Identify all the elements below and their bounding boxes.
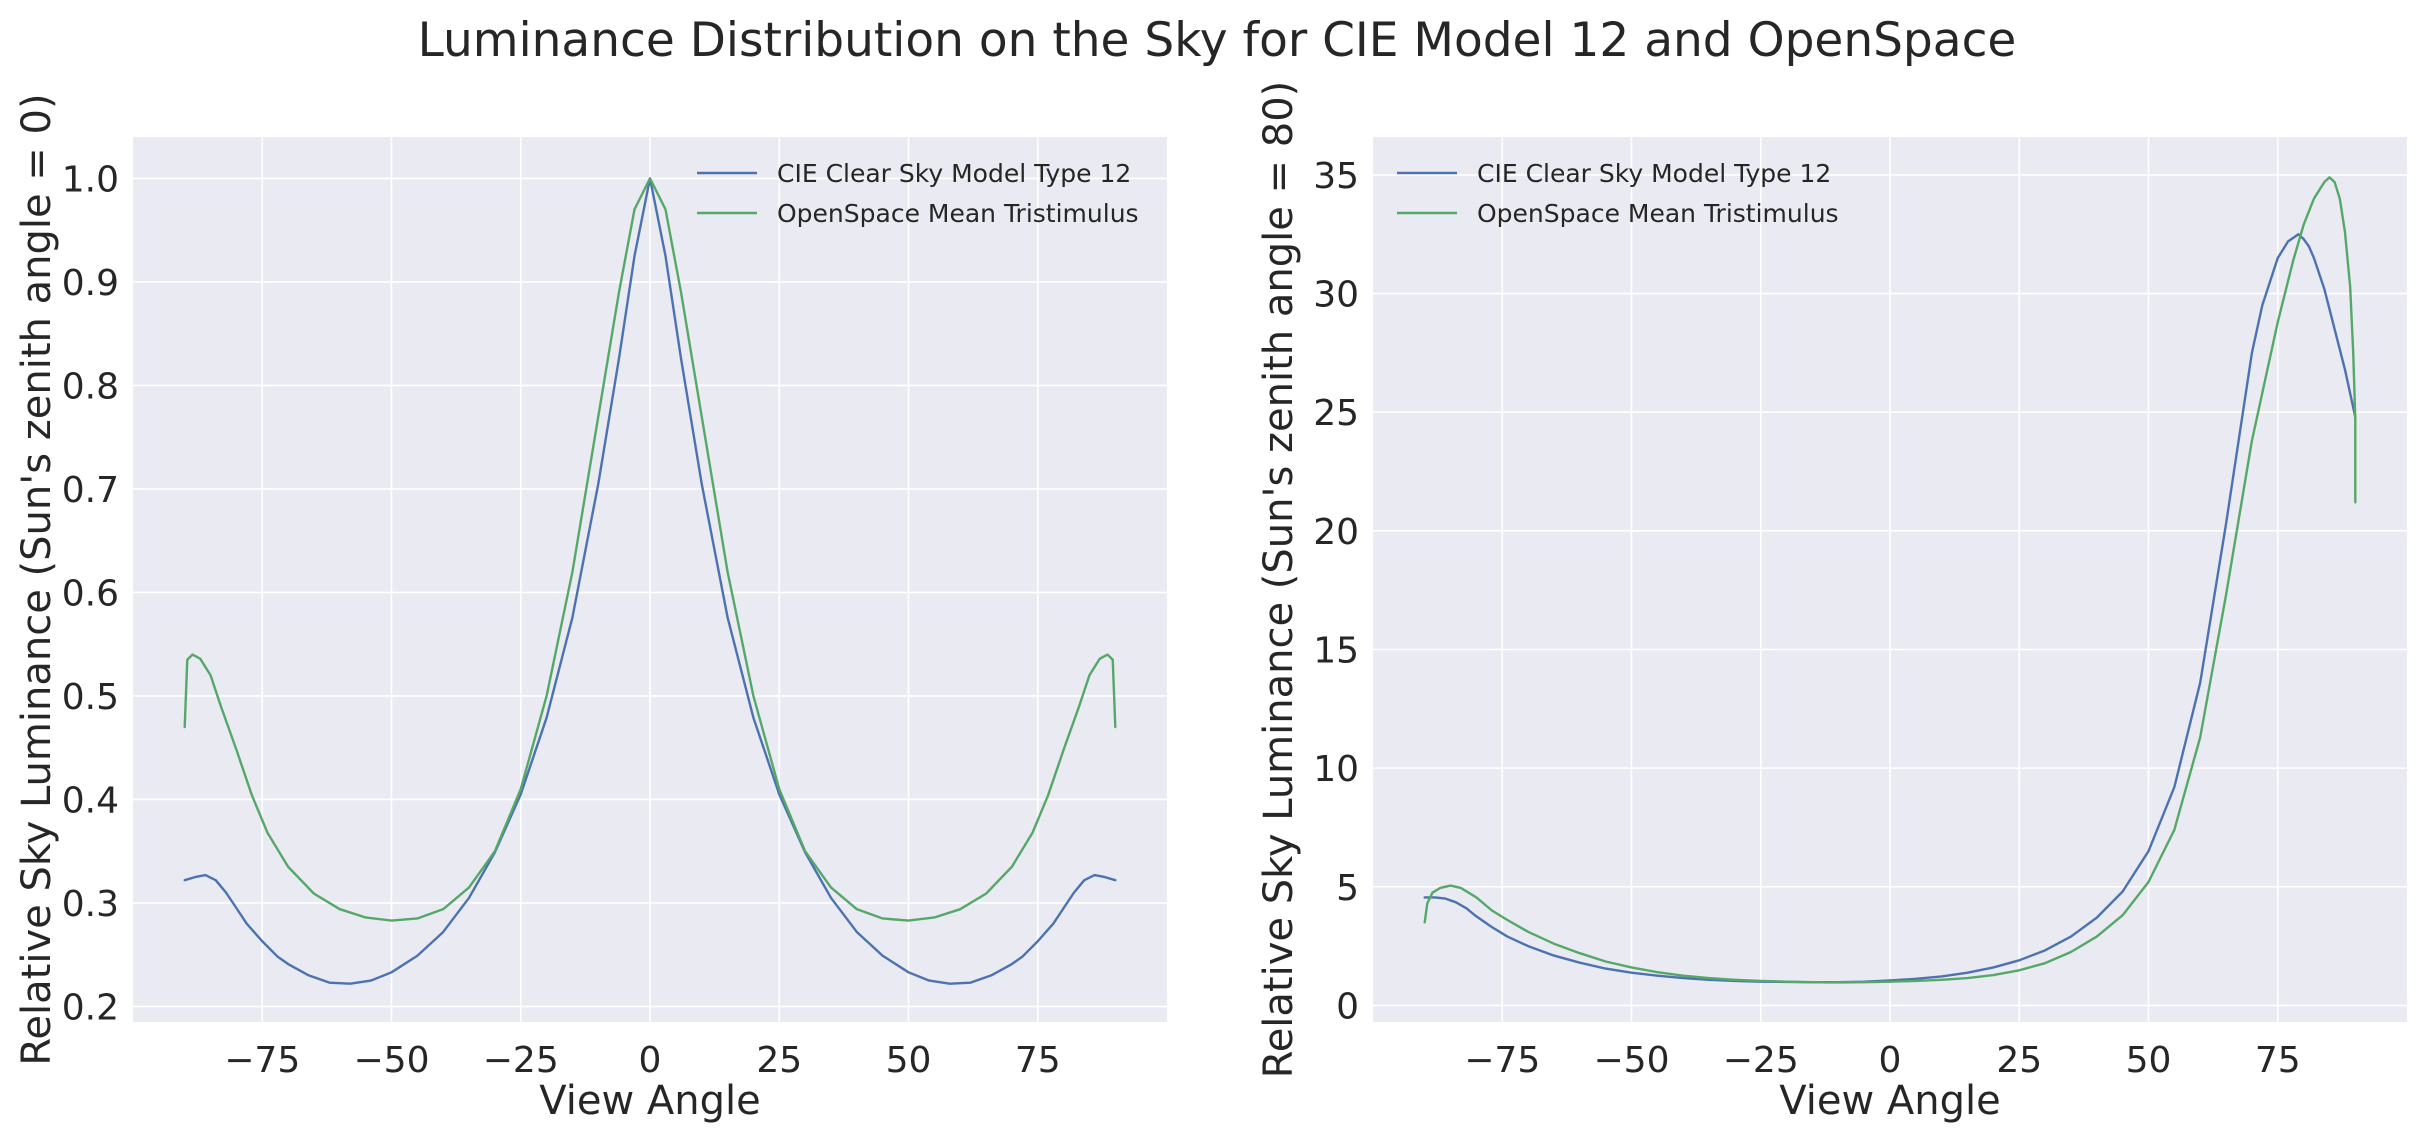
- y-tick-label: 35: [1313, 156, 1359, 197]
- y-tick-label: 0.8: [62, 366, 119, 407]
- series-line-openspace: [1423, 176, 2357, 984]
- series-line-openspace: [183, 177, 1117, 922]
- legend-label: CIE Clear Sky Model Type 12: [777, 159, 1131, 188]
- legend-label: OpenSpace Mean Tristimulus: [777, 199, 1139, 228]
- y-tick-label: 5: [1336, 868, 1359, 909]
- x-tick-label: 75: [1015, 1040, 1061, 1081]
- x-tick-label: 75: [2255, 1040, 2301, 1081]
- y-tick-label: 20: [1313, 512, 1359, 553]
- x-tick-label: −50: [1594, 1040, 1670, 1081]
- y-axis-label: Relative Sky Luminance (Sun's zenith ang…: [1256, 81, 1302, 1079]
- x-tick-label: 0: [1879, 1040, 1902, 1081]
- legend: CIE Clear Sky Model Type 12 OpenSpace Mea…: [697, 159, 1139, 228]
- x-tick-label: −25: [1723, 1040, 1799, 1081]
- series-line-cie: [1423, 233, 2357, 984]
- x-tick-label: 25: [1996, 1040, 2042, 1081]
- x-tick-label: −25: [483, 1040, 559, 1081]
- x-axis-label: View Angle: [539, 1078, 760, 1124]
- left-subplot: −75 −50 −25 0 25 50 75 0.2 0.3 0.4 0.5 0.6 0.7 0.8 0.9…: [14, 93, 1167, 1124]
- figure-title: Luminance Distribution on the Sky for CI…: [418, 13, 2017, 68]
- y-tick-label: 0.9: [62, 263, 119, 304]
- y-tick-label: 0.4: [62, 780, 119, 821]
- y-tick-label: 25: [1313, 393, 1359, 434]
- y-tick-label: 0.7: [62, 470, 119, 511]
- x-tick-label: 0: [639, 1040, 662, 1081]
- x-tick-label: 50: [2126, 1040, 2172, 1081]
- y-tick-label: 30: [1313, 275, 1359, 316]
- right-subplot: −75 −50 −25 0 25 50 75 0 5 10 15 20 25 30 35 View Angle…: [1256, 81, 2407, 1124]
- x-tick-label: −75: [224, 1040, 300, 1081]
- y-axis-label: Relative Sky Luminance (Sun's zenith ang…: [14, 93, 60, 1065]
- x-tick-label: −50: [354, 1040, 430, 1081]
- x-tick-label: −75: [1464, 1040, 1540, 1081]
- y-tick-label: 0.6: [62, 573, 119, 614]
- y-tick-label: 0.2: [62, 987, 119, 1028]
- y-tick-label: 0: [1336, 986, 1359, 1027]
- y-tick-label: 10: [1313, 749, 1359, 790]
- x-tick-label: 25: [756, 1040, 802, 1081]
- y-tick-label: 0.3: [62, 884, 119, 925]
- legend-label: OpenSpace Mean Tristimulus: [1477, 199, 1839, 228]
- y-tick-label: 1.0: [62, 159, 119, 200]
- y-tick-label: 0.5: [62, 677, 119, 718]
- legend-label: CIE Clear Sky Model Type 12: [1477, 159, 1831, 188]
- y-tick-label: 15: [1313, 630, 1359, 671]
- x-tick-label: 50: [886, 1040, 932, 1081]
- legend: CIE Clear Sky Model Type 12 OpenSpace Mea…: [1397, 159, 1839, 228]
- x-axis-label: View Angle: [1779, 1078, 2000, 1124]
